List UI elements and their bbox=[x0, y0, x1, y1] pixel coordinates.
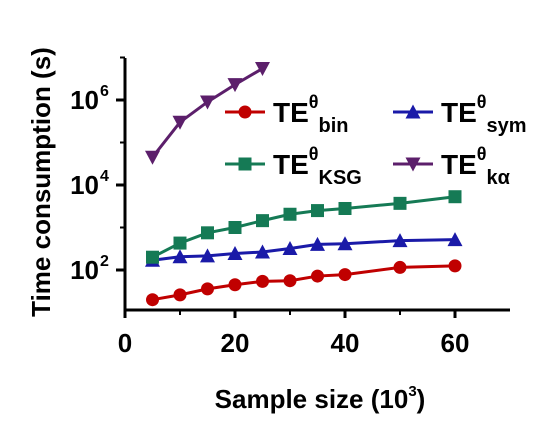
legend-label: TEθbin bbox=[273, 92, 349, 137]
data-point bbox=[405, 157, 421, 172]
data-point bbox=[227, 245, 243, 260]
y-tick-label: 10 bbox=[70, 255, 99, 285]
legend-label-sup: θ bbox=[309, 144, 319, 164]
data-point bbox=[282, 241, 298, 256]
x-tick-label: 40 bbox=[331, 328, 360, 358]
x-tick-label: 60 bbox=[441, 328, 470, 358]
legend-label: TEθsym bbox=[441, 92, 527, 137]
data-point bbox=[200, 248, 215, 263]
data-point bbox=[145, 150, 160, 165]
data-point bbox=[338, 268, 352, 282]
y-tick-label-exponent: 2 bbox=[100, 253, 109, 270]
data-point bbox=[200, 95, 215, 110]
data-point bbox=[337, 236, 353, 251]
data-point bbox=[448, 190, 462, 204]
y-tick-label: 10 bbox=[70, 85, 99, 115]
legend-label-main: TE bbox=[273, 97, 309, 128]
data-point bbox=[173, 288, 187, 302]
y-axis-label: Time consumption (s) bbox=[26, 47, 56, 317]
legend-label-main: TE bbox=[273, 149, 309, 180]
data-point bbox=[392, 233, 408, 248]
data-point bbox=[393, 196, 407, 210]
data-point bbox=[311, 269, 324, 283]
legend-label-sup: θ bbox=[477, 144, 487, 164]
data-point bbox=[283, 274, 297, 288]
legend-item-kα: TEθkα bbox=[393, 144, 511, 189]
x-tick-label: 20 bbox=[221, 328, 250, 358]
data-point bbox=[393, 260, 407, 274]
legend-label-main: TE bbox=[441, 97, 477, 128]
legend-item-KSG: TEθKSG bbox=[225, 144, 362, 189]
data-point bbox=[338, 201, 352, 215]
data-point bbox=[238, 157, 252, 171]
x-axis-label-sup: 3 bbox=[408, 383, 416, 400]
legend-label-sup: θ bbox=[309, 92, 319, 112]
y-tick-label-exponent: 4 bbox=[100, 168, 109, 185]
series-layer bbox=[145, 62, 463, 307]
data-point bbox=[283, 207, 297, 221]
data-point bbox=[172, 115, 188, 130]
series-line bbox=[152, 238, 456, 262]
series-line bbox=[152, 264, 456, 302]
series-kα bbox=[145, 62, 270, 165]
legend-label-sub: kα bbox=[487, 167, 511, 189]
series-line bbox=[151, 195, 456, 259]
data-point bbox=[146, 293, 159, 307]
data-point bbox=[310, 236, 325, 251]
data-point bbox=[228, 221, 242, 234]
data-point bbox=[255, 62, 270, 77]
legend-item-bin: TEθbin bbox=[225, 92, 349, 137]
data-point bbox=[255, 244, 270, 259]
data-point bbox=[447, 232, 463, 247]
x-axis-label-main: Sample size (10 bbox=[215, 384, 409, 414]
legend-label-sub: sym bbox=[487, 115, 527, 137]
data-point bbox=[201, 226, 214, 240]
x-axis-label: Sample size (103) bbox=[215, 383, 426, 414]
data-point bbox=[228, 278, 242, 292]
legend-label: TEθkα bbox=[441, 144, 511, 189]
data-point bbox=[238, 105, 252, 119]
legend-label-sub: bin bbox=[319, 115, 349, 137]
data-point bbox=[448, 259, 462, 273]
legend-label-sub: KSG bbox=[319, 167, 362, 189]
data-point bbox=[256, 214, 269, 228]
series-KSG bbox=[146, 190, 462, 264]
data-point bbox=[405, 104, 421, 119]
series-bin bbox=[146, 259, 462, 307]
data-point bbox=[172, 249, 188, 264]
legend-label: TEθKSG bbox=[273, 144, 362, 189]
data-point bbox=[201, 282, 214, 296]
y-tick-label-exponent: 6 bbox=[100, 83, 109, 100]
legend-item-sym: TEθsym bbox=[393, 92, 527, 137]
data-point bbox=[173, 236, 187, 250]
legend-label-sup: θ bbox=[477, 92, 487, 112]
series-sym bbox=[145, 232, 463, 267]
legend-label-main: TE bbox=[441, 149, 477, 180]
x-axis-label-end: ) bbox=[417, 384, 426, 414]
x-tick-label: 0 bbox=[118, 328, 132, 358]
data-point bbox=[311, 204, 324, 218]
data-point bbox=[146, 250, 159, 264]
data-point bbox=[227, 78, 243, 93]
data-point bbox=[256, 274, 269, 288]
y-tick-label: 10 bbox=[70, 170, 99, 200]
